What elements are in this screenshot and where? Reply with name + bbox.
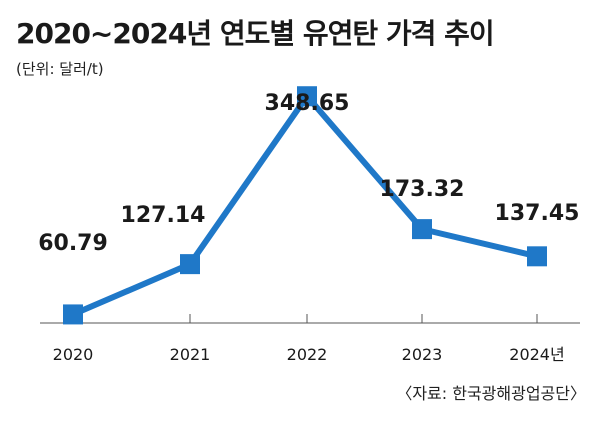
x-tick-label: 2022	[287, 345, 328, 364]
data-label: 173.32	[380, 177, 465, 202]
data-label: 137.45	[495, 201, 580, 226]
data-point-marker	[63, 304, 83, 325]
data-point-marker	[412, 219, 432, 240]
unit-label: (단위: 달러/t)	[16, 60, 104, 78]
data-point-marker	[180, 254, 200, 275]
data-point-marker	[527, 246, 547, 267]
data-label: 60.79	[38, 231, 108, 256]
data-point-marker	[297, 86, 317, 107]
x-tick-label: 2021	[170, 345, 211, 364]
chart-title: 2020~2024년 연도별 유연탄 가격 추이	[16, 17, 495, 50]
x-tick-label: 2020	[53, 345, 94, 364]
data-label: 348.65	[265, 91, 350, 116]
source-note: 〈자료: 한국광해광업공단〉	[396, 384, 586, 403]
data-label: 127.14	[121, 203, 206, 228]
x-tick-label: 2023	[402, 345, 443, 364]
x-tick-label: 2024년	[509, 345, 564, 364]
